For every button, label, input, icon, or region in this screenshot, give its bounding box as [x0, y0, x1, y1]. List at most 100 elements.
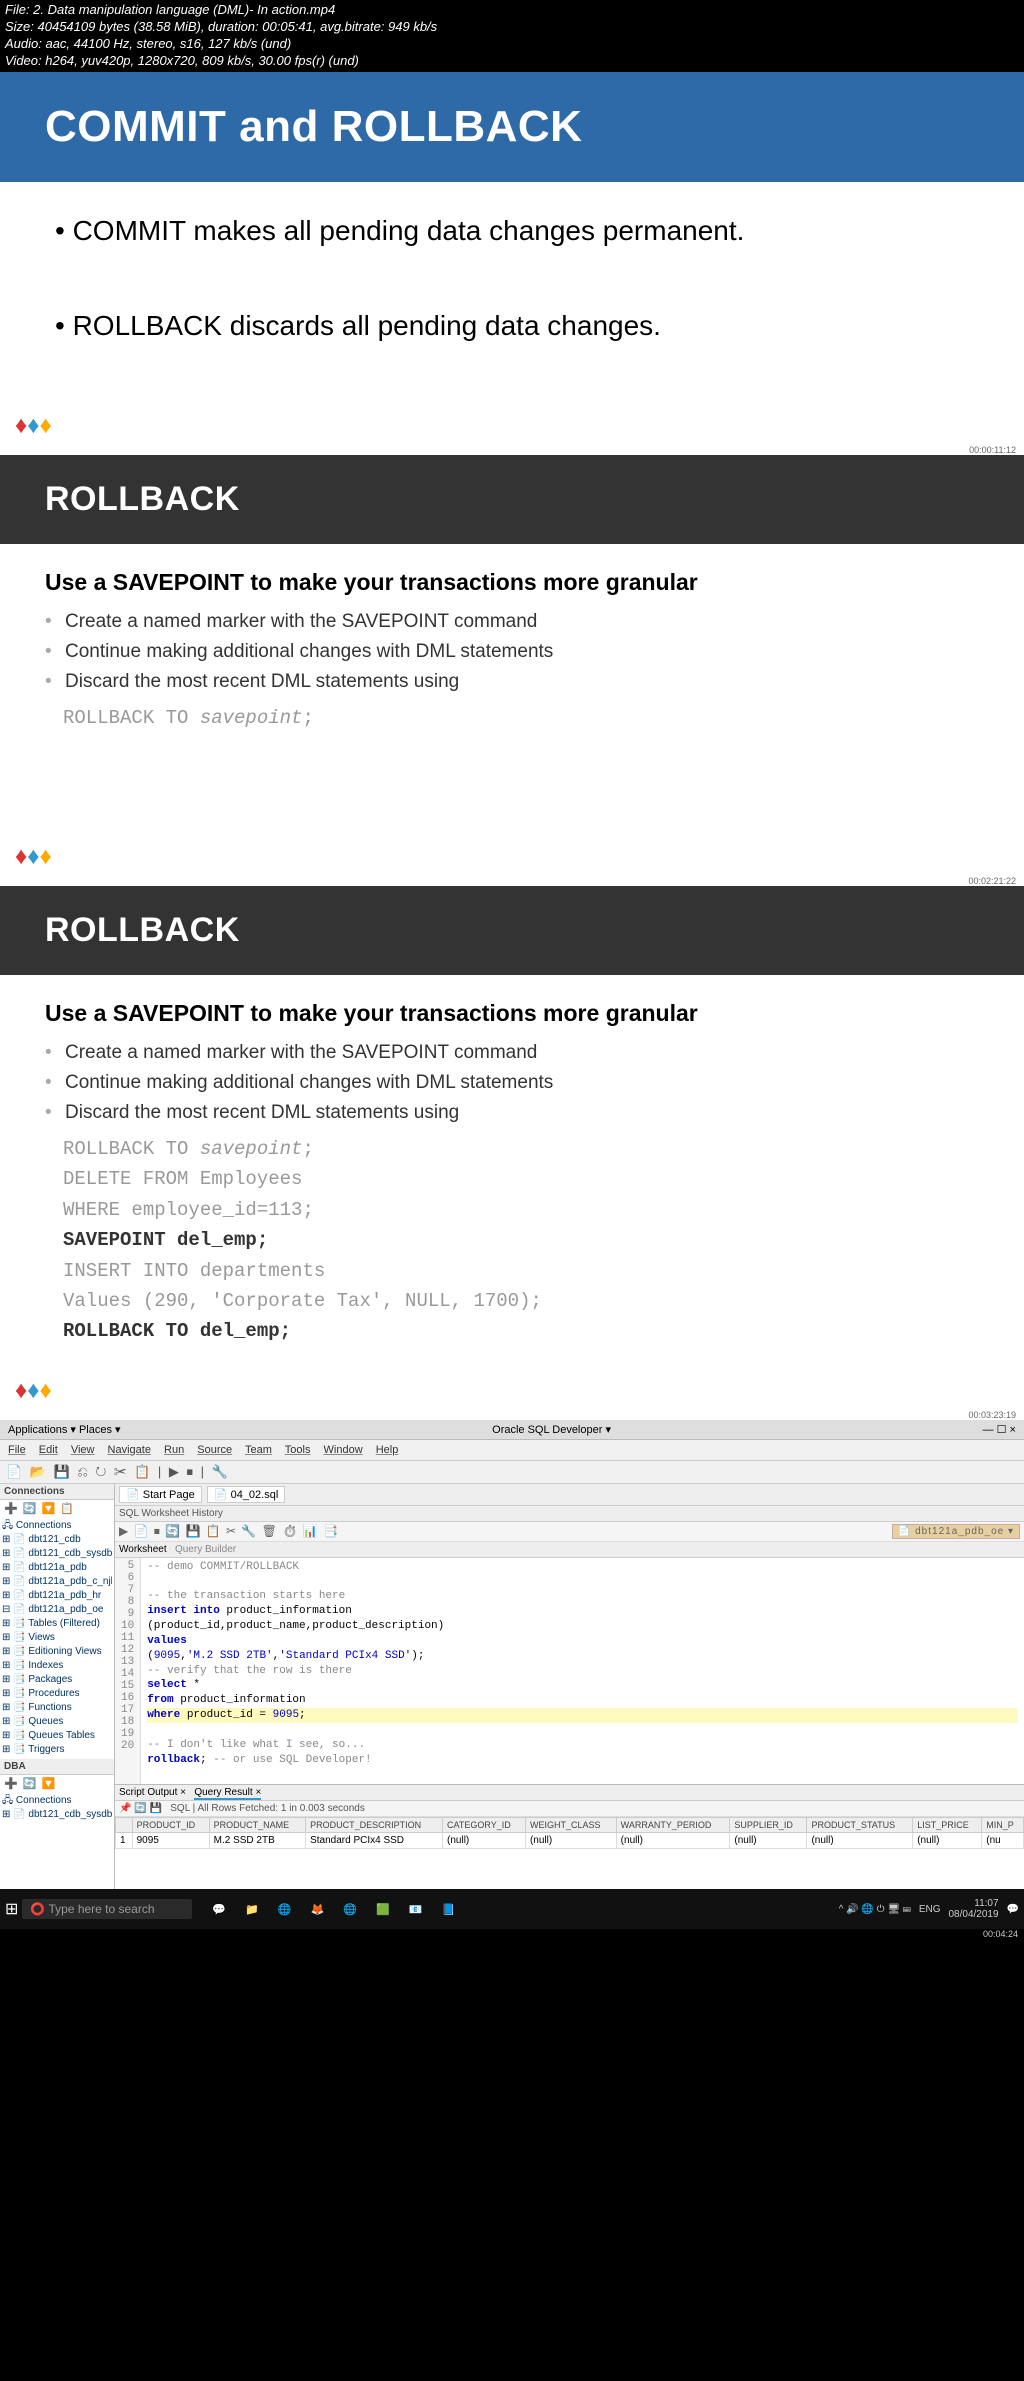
- table-cell[interactable]: (null): [443, 1833, 526, 1849]
- output-toolbar[interactable]: 📌 🔄 💾 SQL | All Rows Fetched: 1 in 0.003…: [115, 1801, 1024, 1817]
- code-editor[interactable]: 567891011121314151617181920 -- demo COMM…: [115, 1558, 1024, 1785]
- window-title[interactable]: Oracle SQL Developer ▾: [492, 1423, 611, 1436]
- notifications-icon[interactable]: 💬: [1007, 1904, 1019, 1915]
- menu-window[interactable]: Window: [324, 1444, 363, 1456]
- table-cell[interactable]: 1: [116, 1833, 133, 1849]
- table-cell[interactable]: (null): [525, 1833, 616, 1849]
- table-cell[interactable]: (null): [730, 1833, 807, 1849]
- tree-node[interactable]: ⊞ 📑 Triggers: [2, 1743, 112, 1757]
- menu-source[interactable]: Source: [197, 1444, 232, 1456]
- table-header[interactable]: [116, 1818, 133, 1833]
- tray-lang[interactable]: ENG: [919, 1904, 941, 1915]
- tree-node[interactable]: ⊞ 📑 Tables (Filtered): [2, 1617, 112, 1631]
- connections-tree[interactable]: 🖧 Connections⊞ 📄 dbt121_cdb⊞ 📄 dbt121_cd…: [0, 1517, 114, 1759]
- clock[interactable]: 11:07 08/04/2019: [948, 1898, 998, 1920]
- menu-view[interactable]: View: [71, 1444, 95, 1456]
- system-tray[interactable]: ^ 🔊 🌐 ⏻ 🖥 ⌨ ENG 11:07 08/04/2019 💬: [839, 1898, 1019, 1920]
- query-builder-tab[interactable]: Query Builder: [175, 1544, 236, 1555]
- table-cell[interactable]: (null): [913, 1833, 982, 1849]
- timestamp1: 00:00:11:12: [0, 445, 1024, 455]
- menu-help[interactable]: Help: [376, 1444, 399, 1456]
- table-cell[interactable]: Standard PCIx4 SSD: [306, 1833, 443, 1849]
- tray-icons[interactable]: ^ 🔊 🌐 ⏻ 🖥 ⌨: [839, 1904, 911, 1915]
- connection-badge[interactable]: 📄 dbt121a_pdb_oe ▾: [892, 1524, 1020, 1539]
- dba-tree[interactable]: 🖧 Connections⊞ 📄 dbt121_cdb_sysdba: [0, 1792, 114, 1824]
- slide1-body: • COMMIT makes all pending data changes …: [0, 182, 1024, 412]
- tree-node[interactable]: ⊞ 📑 Packages: [2, 1673, 112, 1687]
- tree-node[interactable]: ⊞ 📑 Queues: [2, 1715, 112, 1729]
- left-sidebar: Connections ➕ 🔄 🔽 📋 🖧 Connections⊞ 📄 dbt…: [0, 1484, 115, 1890]
- slide2-title: ROLLBACK: [0, 455, 1024, 544]
- tab-sql-file[interactable]: 📄 04_02.sql: [207, 1486, 285, 1503]
- logo-icon: ♦♦♦: [0, 412, 1024, 445]
- query-result-tab[interactable]: Query Result ×: [194, 1787, 261, 1800]
- slide2-li2: Continue making additional changes with …: [45, 641, 979, 663]
- table-header[interactable]: MIN_P: [982, 1818, 1024, 1833]
- table-header[interactable]: PRODUCT_DESCRIPTION: [306, 1818, 443, 1833]
- menu-navigate[interactable]: Navigate: [108, 1444, 151, 1456]
- tree-node[interactable]: 🖧 Connections: [2, 1519, 112, 1533]
- tree-node[interactable]: ⊞ 📑 Functions: [2, 1701, 112, 1715]
- table-cell[interactable]: M.2 SSD 2TB: [209, 1833, 305, 1849]
- gnome-top-panel[interactable]: Applications ▾ Places ▾ Oracle SQL Devel…: [0, 1420, 1024, 1440]
- editor-tabs[interactable]: 📄 Start Page 📄 04_02.sql: [115, 1484, 1024, 1506]
- menu-run[interactable]: Run: [164, 1444, 184, 1456]
- sql-developer-window: File Edit View Navigate Run Source Team …: [0, 1440, 1024, 1890]
- slide3-li2: Continue making additional changes with …: [45, 1072, 979, 1094]
- start-icon[interactable]: ⊞: [5, 1899, 18, 1919]
- menu-edit[interactable]: Edit: [39, 1444, 58, 1456]
- tree-node[interactable]: ⊞ 📑 Editioning Views: [2, 1645, 112, 1659]
- table-header[interactable]: LIST_PRICE: [913, 1818, 982, 1833]
- dba-toolbar[interactable]: ➕ 🔄 🔽: [0, 1775, 114, 1792]
- script-output-tab[interactable]: Script Output ×: [119, 1787, 186, 1798]
- menu-file[interactable]: File: [8, 1444, 26, 1456]
- tree-node[interactable]: ⊞ 📄 dbt121_cdb_sysdba: [2, 1547, 112, 1561]
- meta-size: Size: 40454109 bytes (38.58 MiB), durati…: [5, 19, 1019, 36]
- worksheet-tab[interactable]: Worksheet: [119, 1544, 167, 1555]
- tab-start-page[interactable]: 📄 Start Page: [119, 1486, 202, 1503]
- table-header[interactable]: PRODUCT_ID: [132, 1818, 209, 1833]
- table-cell[interactable]: (nu: [982, 1833, 1024, 1849]
- connections-panel-title[interactable]: Connections: [0, 1484, 114, 1500]
- taskbar-icons[interactable]: 💬 📁 🌐 🦊 🌐 🟩 📧 📘: [212, 1903, 463, 1916]
- tree-node[interactable]: ⊞ 📑 Indexes: [2, 1659, 112, 1673]
- tree-node[interactable]: ⊞ 📄 dbt121_cdb: [2, 1533, 112, 1547]
- search-input[interactable]: ⭕ Type here to search: [22, 1899, 192, 1919]
- slide3-heading: Use a SAVEPOINT to make your transaction…: [45, 1000, 979, 1027]
- tree-node[interactable]: ⊞ 📄 dbt121_cdb_sysdba: [2, 1808, 112, 1822]
- slide1-bullet1: • COMMIT makes all pending data changes …: [55, 207, 969, 255]
- table-cell[interactable]: (null): [616, 1833, 730, 1849]
- slide1-bullet2: • ROLLBACK discards all pending data cha…: [55, 302, 969, 350]
- fetch-status: All Rows Fetched: 1 in 0.003 seconds: [198, 1803, 365, 1814]
- worksheet-toolbar[interactable]: ▶ 📄 ⏹ 🔄 💾 📋 ✂ 🔧 🗑 ⏱ 📊 📑 📄 dbt121a_pdb_oe…: [115, 1522, 1024, 1542]
- tree-node[interactable]: ⊞ 📑 Queues Tables: [2, 1729, 112, 1743]
- table-header[interactable]: SUPPLIER_ID: [730, 1818, 807, 1833]
- tree-node[interactable]: ⊞ 📄 dbt121a_pdb_hr: [2, 1589, 112, 1603]
- table-header[interactable]: PRODUCT_NAME: [209, 1818, 305, 1833]
- windows-taskbar[interactable]: ⊞ ⭕ Type here to search 💬 📁 🌐 🦊 🌐 🟩 📧 📘 …: [0, 1889, 1024, 1929]
- table-cell[interactable]: (null): [807, 1833, 913, 1849]
- table-header[interactable]: CATEGORY_ID: [443, 1818, 526, 1833]
- tree-node[interactable]: ⊞ 📄 dbt121a_pdb_c_njb: [2, 1575, 112, 1589]
- tree-node[interactable]: ⊞ 📑 Views: [2, 1631, 112, 1645]
- tree-node[interactable]: ⊟ 📄 dbt121a_pdb_oe: [2, 1603, 112, 1617]
- result-table[interactable]: PRODUCT_IDPRODUCT_NAMEPRODUCT_DESCRIPTIO…: [115, 1817, 1024, 1849]
- tree-node[interactable]: ⊞ 📄 dbt121a_pdb: [2, 1561, 112, 1575]
- table-header[interactable]: WARRANTY_PERIOD: [616, 1818, 730, 1833]
- table-header[interactable]: WEIGHT_CLASS: [525, 1818, 616, 1833]
- main-toolbar[interactable]: 📄 📂 💾 ⎌ ↻ ✂ 📋 | ▶ ⏹ | 🔧: [0, 1461, 1024, 1484]
- tree-node[interactable]: ⊞ 📑 Procedures: [2, 1687, 112, 1701]
- menu-bar[interactable]: File Edit View Navigate Run Source Team …: [0, 1440, 1024, 1461]
- menu-tools[interactable]: Tools: [285, 1444, 311, 1456]
- slide1-title: COMMIT and ROLLBACK: [0, 72, 1024, 182]
- table-header[interactable]: PRODUCT_STATUS: [807, 1818, 913, 1833]
- sql-history-link[interactable]: SQL Worksheet History: [119, 1508, 223, 1519]
- applications-menu[interactable]: Applications ▾ Places ▾: [8, 1423, 121, 1436]
- code-text[interactable]: -- demo COMMIT/ROLLBACK -- the transacti…: [141, 1558, 1024, 1785]
- tree-node[interactable]: 🖧 Connections: [2, 1794, 112, 1808]
- dba-panel-title[interactable]: DBA: [0, 1759, 114, 1775]
- window-controls[interactable]: — ☐ ×: [983, 1423, 1016, 1436]
- connections-toolbar[interactable]: ➕ 🔄 🔽 📋: [0, 1500, 114, 1517]
- menu-team[interactable]: Team: [245, 1444, 272, 1456]
- table-cell[interactable]: 9095: [132, 1833, 209, 1849]
